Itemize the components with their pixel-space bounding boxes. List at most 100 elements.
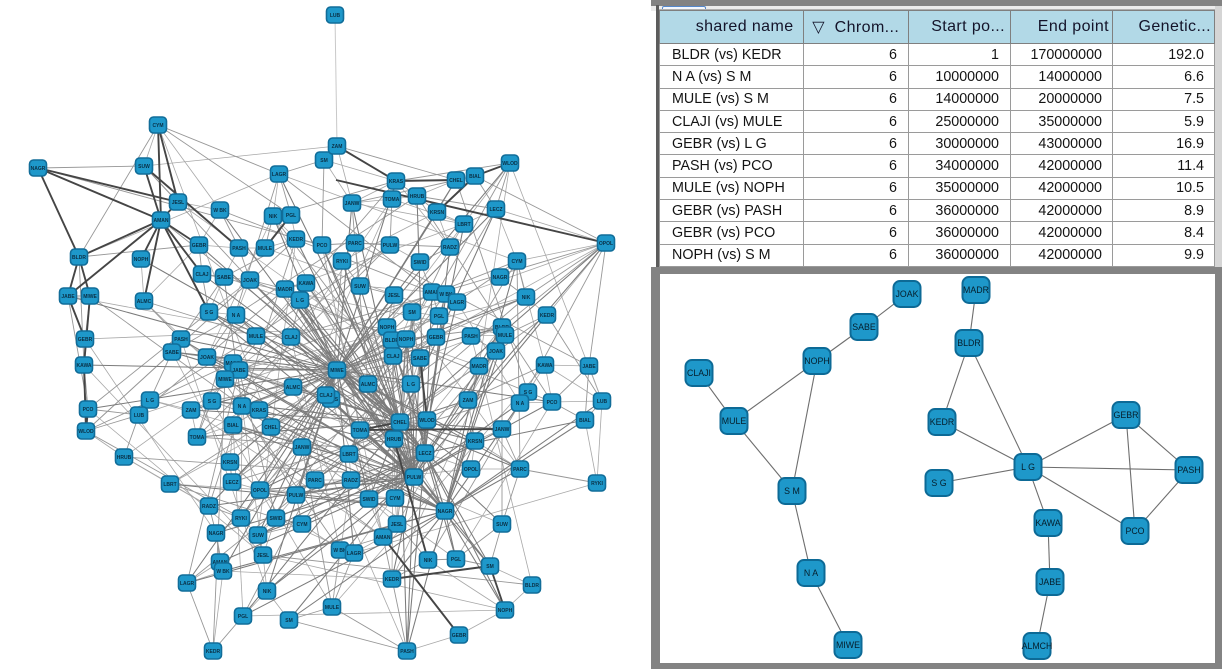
svg-text:SWID: SWID <box>269 516 282 522</box>
svg-text:NOPH: NOPH <box>134 257 149 263</box>
svg-text:NAGR: NAGR <box>209 531 224 537</box>
svg-text:CHEL: CHEL <box>449 178 463 184</box>
svg-text:SWID: SWID <box>362 497 375 503</box>
svg-text:MADR: MADR <box>278 287 293 293</box>
svg-text:PCO: PCO <box>547 400 558 406</box>
svg-text:TOMA: TOMA <box>385 197 400 203</box>
svg-text:MULE: MULE <box>249 334 264 340</box>
svg-text:JABE: JABE <box>61 294 75 300</box>
svg-text:PARC: PARC <box>308 478 322 484</box>
svg-text:PASH: PASH <box>174 337 188 343</box>
svg-text:AMAN: AMAN <box>376 535 391 541</box>
svg-text:MULE: MULE <box>258 246 273 252</box>
svg-text:L G: L G <box>296 298 304 304</box>
svg-text:KRSN: KRSN <box>430 210 445 216</box>
svg-text:LECZ: LECZ <box>489 207 502 213</box>
svg-text:CHEL: CHEL <box>393 420 407 426</box>
svg-text:LAGR: LAGR <box>450 300 465 306</box>
svg-text:SABE: SABE <box>852 322 876 332</box>
svg-text:PULW: PULW <box>383 243 398 249</box>
svg-text:GEBR: GEBR <box>1114 410 1139 420</box>
svg-text:SM: SM <box>285 618 293 624</box>
svg-text:PASH: PASH <box>464 334 478 340</box>
svg-text:JESL: JESL <box>257 553 270 559</box>
svg-text:PGL: PGL <box>286 213 296 219</box>
svg-text:KEDR: KEDR <box>540 313 555 319</box>
svg-text:LECZ: LECZ <box>225 480 238 486</box>
svg-text:KEDR: KEDR <box>385 577 400 583</box>
svg-text:N A: N A <box>516 401 525 407</box>
svg-text:CYM: CYM <box>152 123 163 129</box>
svg-text:NAGR: NAGR <box>438 509 453 515</box>
svg-text:JANW: JANW <box>295 445 310 451</box>
svg-text:JANW: JANW <box>495 427 510 433</box>
svg-text:SABE: SABE <box>413 356 428 362</box>
svg-text:MIWE: MIWE <box>218 377 232 383</box>
svg-text:CYM: CYM <box>296 522 307 528</box>
svg-text:JOAK: JOAK <box>200 355 214 361</box>
svg-text:OPOL: OPOL <box>599 241 613 247</box>
svg-text:ZAM: ZAM <box>186 408 197 414</box>
svg-text:S M: S M <box>784 486 800 496</box>
svg-text:SUW: SUW <box>138 164 150 170</box>
svg-text:TOMA: TOMA <box>353 428 368 434</box>
svg-text:PGL: PGL <box>238 614 248 620</box>
svg-text:JABE: JABE <box>582 364 596 370</box>
svg-text:CLAJI: CLAJI <box>687 368 711 378</box>
svg-text:KRSN: KRSN <box>468 439 483 445</box>
svg-text:SWID: SWID <box>413 260 426 266</box>
svg-text:LUB: LUB <box>330 13 341 19</box>
svg-text:NAGR: NAGR <box>31 166 46 172</box>
svg-text:CLAJ: CLAJ <box>319 393 332 399</box>
svg-text:PGL: PGL <box>434 314 444 320</box>
svg-text:SABE: SABE <box>217 275 232 281</box>
svg-text:KRSN: KRSN <box>223 460 238 466</box>
svg-text:LAGR: LAGR <box>180 581 195 587</box>
svg-text:AMAN: AMAN <box>425 290 440 296</box>
svg-text:KRAS: KRAS <box>252 408 267 414</box>
svg-text:SM: SM <box>486 564 494 570</box>
svg-text:GEBR: GEBR <box>429 335 444 341</box>
svg-text:KAWA: KAWA <box>1035 518 1060 528</box>
svg-text:S G: S G <box>208 399 217 405</box>
svg-text:NOPH: NOPH <box>498 608 513 614</box>
svg-text:PARC: PARC <box>513 467 527 473</box>
svg-text:GEBR: GEBR <box>452 633 467 639</box>
svg-text:KEDR: KEDR <box>289 237 304 243</box>
svg-text:KAWA: KAWA <box>538 363 553 369</box>
svg-text:KRAS: KRAS <box>389 179 404 185</box>
svg-text:PCO: PCO <box>83 407 94 413</box>
svg-text:JANW: JANW <box>345 201 360 207</box>
svg-text:JABE: JABE <box>232 368 246 374</box>
svg-text:NIK: NIK <box>269 214 278 220</box>
svg-text:ALMC: ALMC <box>361 382 376 388</box>
svg-text:CLAJ: CLAJ <box>386 354 399 360</box>
svg-text:LAGR: LAGR <box>272 172 287 178</box>
svg-text:WLOD: WLOD <box>419 418 435 424</box>
svg-text:CYM: CYM <box>389 496 400 502</box>
svg-text:OPOL: OPOL <box>464 467 478 473</box>
svg-text:HRUB: HRUB <box>387 437 402 443</box>
svg-text:KAWA: KAWA <box>77 363 92 369</box>
svg-text:RADZ: RADZ <box>202 504 216 510</box>
svg-text:BIAL: BIAL <box>469 174 481 180</box>
svg-text:AMAN: AMAN <box>154 218 169 224</box>
svg-text:LBRT: LBRT <box>342 452 355 458</box>
svg-text:RYKI: RYKI <box>336 259 348 265</box>
svg-text:GEBR: GEBR <box>78 337 93 343</box>
svg-text:BIAL: BIAL <box>227 423 239 429</box>
svg-text:RADZ: RADZ <box>344 478 358 484</box>
svg-text:CYM: CYM <box>511 259 522 265</box>
svg-text:ALMC: ALMC <box>286 385 301 391</box>
svg-text:MULE: MULE <box>498 333 513 339</box>
svg-text:TOMA: TOMA <box>190 435 205 441</box>
svg-text:SM: SM <box>320 158 328 164</box>
svg-text:N A: N A <box>232 313 241 319</box>
svg-text:NOPH: NOPH <box>399 337 414 343</box>
svg-text:CLAJ: CLAJ <box>195 272 208 278</box>
svg-text:SUW: SUW <box>252 533 264 539</box>
svg-text:BLDR: BLDR <box>525 583 539 589</box>
svg-text:PCO: PCO <box>1125 526 1144 536</box>
svg-text:HRUB: HRUB <box>410 194 425 200</box>
svg-text:RADZ: RADZ <box>443 245 457 251</box>
